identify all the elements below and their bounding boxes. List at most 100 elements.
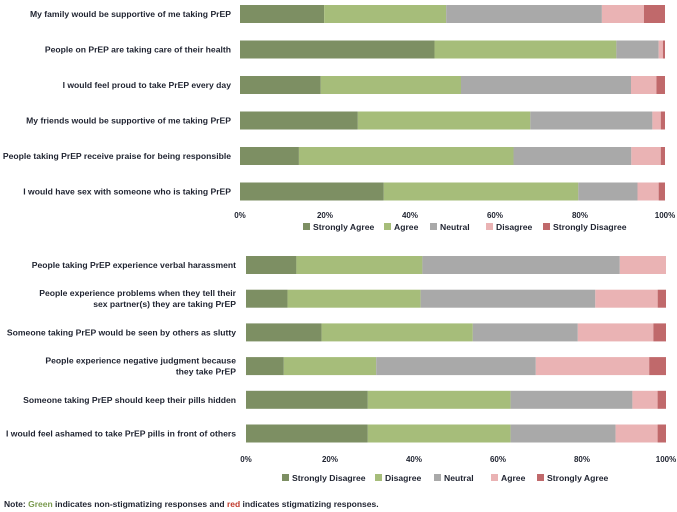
chart1-category-label: People on PrEP are taking care of their … [45,45,231,55]
chart1-bar-6-strongly-disagree [658,182,665,201]
chart1-bar-4-agree [357,111,531,130]
chart1-bar-5-disagree [631,147,661,165]
chart1-legend-label: Neutral [440,222,470,232]
chart1-bar-3-disagree [631,76,657,94]
chart2-category-label: People experience problems when they tel… [39,288,236,298]
chart1-x-tick: 40% [402,211,418,220]
chart2-bar-1-disagree [296,256,423,274]
chart2-bar-1-neutral [422,256,620,274]
chart1-legend-swatch-strongly-disagree [543,223,550,230]
chart1-bar-1-strongly-agree [240,5,325,23]
chart2-bar-3-disagree [321,323,473,342]
chart2-category-label: People experience negative judgment beca… [45,356,236,366]
chart1-x-tick: 80% [572,211,588,220]
chart1-bar-5-neutral [513,147,632,165]
chart2-legend-label: Agree [501,473,526,483]
chart2-bar-5-disagree [367,390,511,409]
chart2-bar-6-disagree [367,424,511,443]
chart2-x-tick: 40% [406,455,422,464]
chart1-bar-6-agree [383,182,579,201]
chart1-bar-2-agree [434,40,617,59]
chart1-legend-swatch-disagree [486,223,493,230]
chart1-bar-4-neutral [530,111,653,130]
chart1-bar-4-strongly-agree [240,111,358,130]
chart2-x-tick: 60% [490,455,506,464]
chart1-bar-5-strongly-disagree [660,147,665,165]
chart2-bar-4-strongly-disagree [246,357,284,376]
chart2-bar-2-strongly-disagree [246,289,288,308]
chart1-bar-2-neutral [616,40,659,59]
chart2-bar-3-strongly-agree [653,323,666,342]
chart1-category-label: I would feel proud to take PrEP every da… [63,80,232,90]
chart2-category-label: sex partner(s) they are taking PrEP [93,299,236,309]
chart1-x-tick: 100% [655,211,675,220]
chart1-x-tick: 60% [487,211,503,220]
chart1-bar-6-neutral [578,182,638,201]
chart2-category-label: I would feel ashamed to take PrEP pills … [6,429,236,439]
chart2-bar-4-neutral [376,357,536,376]
chart2-bar-1-strongly-disagree [246,256,297,274]
chart1-bar-2-strongly-agree [240,40,435,59]
chart1-x-tick: 20% [317,211,333,220]
chart1-bar-6-disagree [637,182,659,201]
chart2-legend-swatch-neutral [434,474,441,481]
chart1-bar-5-agree [298,147,514,165]
chart2-legend-label: Strongly Agree [547,473,609,483]
chart1-legend-label: Strongly Agree [313,222,375,232]
chart1-bar-5-strongly-agree [240,147,299,165]
chart2-bar-2-strongly-agree [657,289,666,308]
chart2-bar-6-agree [615,424,658,443]
chart2-bar-2-disagree [287,289,421,308]
chart2-legend-label: Neutral [444,473,474,483]
chart2-legend-label: Strongly Disagree [292,473,366,483]
chart2-category-label: they take PrEP [176,367,236,377]
chart2-bar-1-agree [619,256,666,274]
chart1-bar-6-strongly-agree [240,182,384,201]
chart1-legend-label: Agree [394,222,419,232]
chart1-bar-1-neutral [446,5,602,23]
chart1-legend-swatch-agree [384,223,391,230]
chart2-x-tick: 80% [574,455,590,464]
chart2-bar-5-strongly-disagree [246,390,368,409]
chart1-bar-4-strongly-disagree [660,111,665,130]
chart2-x-tick: 0% [240,455,252,464]
chart2-category-label: People taking PrEP experience verbal har… [32,260,236,270]
chart2-legend-swatch-strongly-disagree [282,474,289,481]
chart1-bar-2-strongly-disagree [662,40,665,59]
chart1-bar-3-strongly-disagree [656,76,665,94]
chart2-bar-6-neutral [510,424,616,443]
chart2-category-label: Someone taking PrEP would be seen by oth… [7,327,236,337]
chart1-bar-4-disagree [652,111,661,130]
chart2-legend-swatch-disagree [375,474,382,481]
chart2-x-tick: 20% [322,455,338,464]
chart1-legend-label: Disagree [496,222,533,232]
chart1-legend-label: Strongly Disagree [553,222,627,232]
footnote-red-word: red [226,499,241,509]
chart1-bar-3-agree [320,76,461,94]
footnote: Note: Green indicates non-stigmatizing r… [4,499,379,509]
chart2-x-tick: 100% [656,455,676,464]
chart2-bar-3-agree [577,323,654,342]
chart1-bar-3-strongly-agree [240,76,321,94]
chart2-bar-3-strongly-disagree [246,323,322,342]
footnote-green-word: Green [28,499,53,509]
chart2-bar-5-agree [632,390,658,409]
chart2-bar-6-strongly-disagree [246,424,368,443]
chart1-bar-3-neutral [461,76,631,94]
chart2-legend-label: Disagree [385,473,422,483]
chart1-bar-2-disagree [658,40,663,59]
chart1-legend-swatch-neutral [430,223,437,230]
chart2-bar-4-agree [535,357,650,376]
chart2-bar-6-strongly-agree [657,424,666,443]
chart2-legend-swatch-agree [491,474,498,481]
chart2-legend-swatch-strongly-agree [537,474,544,481]
chart2-bar-5-strongly-agree [657,390,666,409]
chart2-bar-4-strongly-agree [649,357,666,376]
chart2-category-label: Someone taking PrEP should keep their pi… [23,395,236,405]
chart1-legend-swatch-strongly-agree [303,223,310,230]
chart1-bar-1-agree [324,5,447,23]
chart2-bar-4-disagree [283,357,377,376]
chart1-bar-1-disagree [601,5,644,23]
chart1-bar-1-strongly-disagree [643,5,665,23]
